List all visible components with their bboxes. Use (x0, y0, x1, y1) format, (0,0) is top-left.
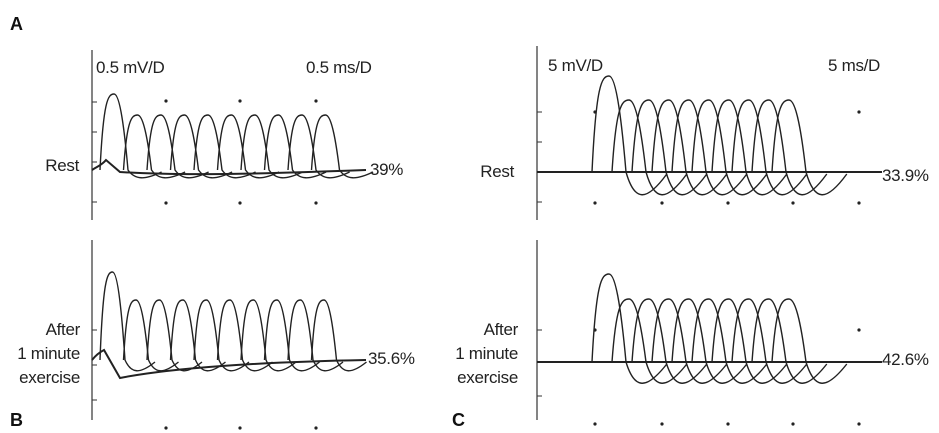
waveform-peak (122, 299, 179, 372)
right-exercise-line-2: 1 minute (455, 344, 518, 363)
left-exercise-decrement: 35.6% (368, 349, 415, 368)
grid-dot (164, 201, 168, 205)
baseline-path (91, 348, 367, 380)
right-exercise-decrement: 42.6% (882, 350, 929, 369)
waveform-peak (216, 114, 280, 179)
waveform-peak (99, 93, 162, 179)
waveform-peak (99, 271, 156, 372)
grid-dot (660, 422, 664, 426)
grid-dot (726, 201, 730, 205)
waveform-peak (611, 298, 688, 384)
left-rest-label: Rest (45, 154, 79, 178)
waveform-peak (310, 114, 374, 179)
grid-dot (593, 201, 597, 205)
grid-dot (238, 426, 242, 430)
waveform-peak (263, 114, 327, 179)
waveform-peak (651, 298, 728, 384)
compound-muscle-action-potentials (91, 75, 882, 384)
grid-dot (726, 422, 730, 426)
waveform-peak (631, 298, 708, 384)
waveform-peak (216, 299, 273, 372)
right-exercise-line-3: exercise (457, 368, 518, 387)
waveform-peak (751, 298, 828, 384)
right-rest-line-1: Rest (480, 162, 514, 181)
left-exercise-label: After 1 minute exercise (17, 318, 80, 390)
waveform-peak (146, 299, 203, 372)
grid-dot (164, 99, 168, 103)
waveform-peak (287, 114, 350, 179)
waveform-peak (771, 99, 848, 196)
grid-dot (857, 328, 861, 332)
left-exercise-line-1: After (45, 320, 81, 339)
right-amplitude-scale: 5 mV/D (548, 56, 603, 75)
left-exercise-line-2: 1 minute (17, 344, 80, 363)
waveform-train (99, 93, 374, 179)
waveform-peak (671, 298, 748, 384)
grid-dot (857, 110, 861, 114)
baseline (91, 348, 367, 380)
grid-dot (857, 422, 861, 426)
waveform-train (99, 271, 367, 372)
right-exercise-line-1: After (483, 320, 519, 339)
left-exercise-line-3: exercise (19, 368, 80, 387)
waveform-peak (691, 298, 768, 384)
waveform-peak (169, 114, 233, 179)
waveform-peak (193, 299, 250, 372)
grid-dot (164, 426, 168, 430)
grid-dot (593, 422, 597, 426)
left-time-scale: 0.5 ms/D (306, 58, 372, 77)
grid-dot (791, 422, 795, 426)
grid-dot (660, 201, 664, 205)
grid-dot (314, 99, 318, 103)
left-rest-decrement: 39% (370, 160, 404, 179)
grid-dot (314, 426, 318, 430)
panel-label-c: C (452, 410, 465, 430)
panel-label-a: A (10, 14, 23, 34)
waveform-peak (310, 299, 367, 372)
waveform-peak (771, 298, 848, 384)
waveform-peak (146, 114, 209, 179)
waveform-peak (711, 298, 788, 384)
grid-dot (238, 99, 242, 103)
axis-ticks (92, 101, 542, 401)
panel-label-b: B (10, 410, 23, 430)
right-exercise-label: After 1 minute exercise (455, 318, 518, 390)
left-rest-line-1: Rest (45, 156, 79, 175)
grid-dot (857, 201, 861, 205)
grid-dot (238, 201, 242, 205)
waveform-peak (731, 298, 808, 384)
waveform-peak (240, 299, 297, 372)
waveform-train (591, 75, 848, 196)
waveform-peak (591, 75, 668, 196)
right-rest-label: Rest (480, 160, 514, 184)
waveform-peak (122, 114, 186, 179)
waveform-peak (287, 299, 344, 372)
waveform-peak (263, 299, 320, 372)
right-rest-decrement: 33.9% (882, 166, 929, 185)
waveform-train (591, 273, 848, 384)
waveform-peak (591, 273, 668, 384)
waveform-peak (240, 114, 303, 179)
waveform-peak (169, 299, 226, 372)
grid-dot (314, 201, 318, 205)
right-time-scale: 5 ms/D (828, 56, 881, 75)
grid-dot (791, 201, 795, 205)
waveform-peak (193, 114, 256, 179)
left-amplitude-scale: 0.5 mV/D (96, 58, 165, 77)
